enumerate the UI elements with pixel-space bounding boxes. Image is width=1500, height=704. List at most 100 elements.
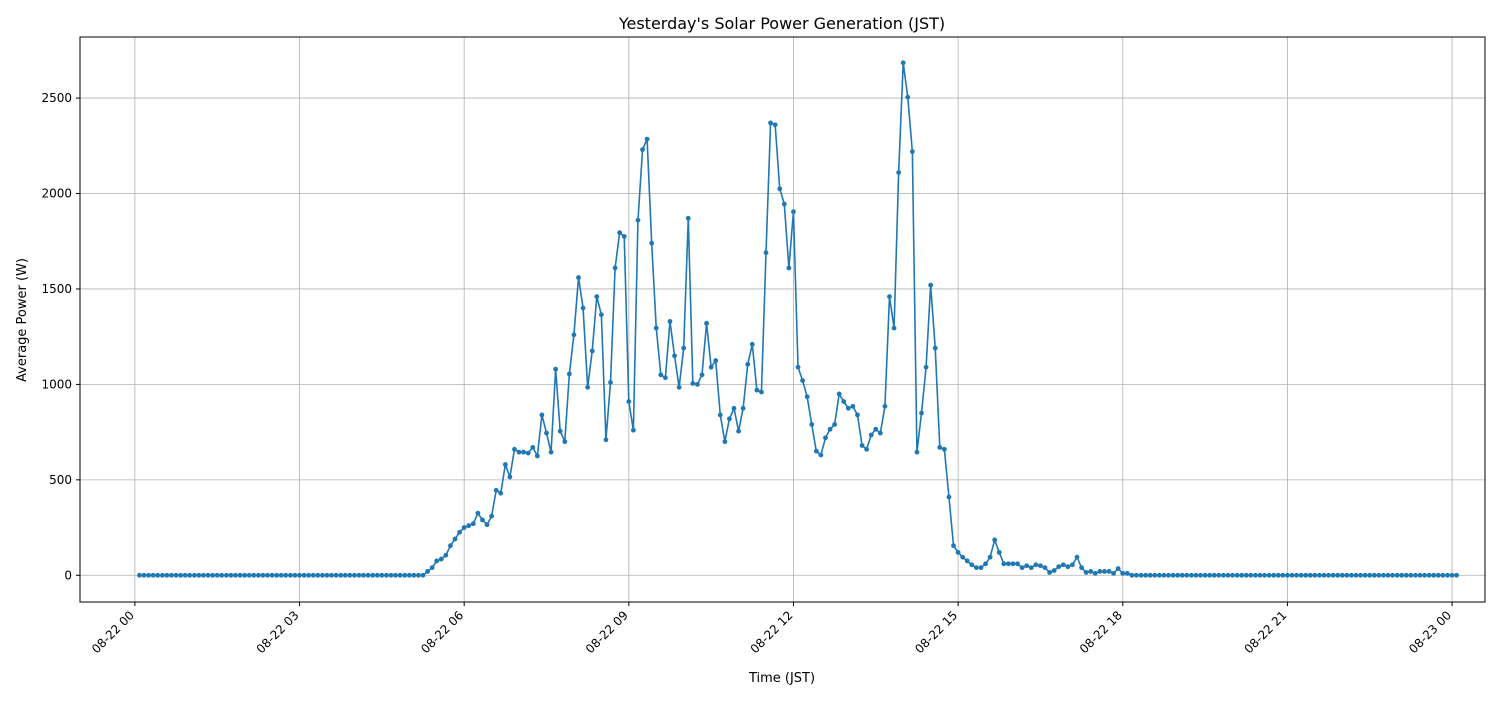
data-point xyxy=(1344,572,1350,578)
data-point xyxy=(873,426,879,432)
data-point xyxy=(882,403,888,409)
data-point xyxy=(219,572,225,578)
data-point xyxy=(864,446,870,452)
data-point xyxy=(283,572,289,578)
data-point xyxy=(727,416,732,422)
data-point xyxy=(685,215,691,221)
data-point xyxy=(1266,572,1272,578)
data-point xyxy=(704,320,709,326)
data-point xyxy=(626,399,632,404)
data-point xyxy=(1454,572,1459,578)
data-point xyxy=(1321,572,1327,578)
data-point xyxy=(425,569,430,574)
data-point xyxy=(379,572,385,578)
data-point xyxy=(356,572,362,578)
data-point xyxy=(1202,572,1208,578)
data-point xyxy=(1106,569,1112,574)
data-point xyxy=(996,549,1002,555)
data-point xyxy=(1051,568,1057,573)
plot-frame xyxy=(79,36,1486,603)
data-point xyxy=(932,345,938,351)
data-point xyxy=(1120,570,1126,576)
data-point xyxy=(1129,572,1135,578)
data-point xyxy=(370,572,376,578)
data-point xyxy=(557,428,563,434)
data-point xyxy=(1088,569,1094,574)
data-point xyxy=(406,572,412,578)
data-point xyxy=(498,490,504,496)
data-point xyxy=(896,170,902,175)
data-point xyxy=(1339,572,1345,578)
data-point xyxy=(1303,572,1309,578)
data-point xyxy=(493,487,499,493)
x-tick-label: 08-22 03 xyxy=(254,608,302,656)
data-point xyxy=(690,381,696,386)
data-point xyxy=(333,572,339,578)
data-point xyxy=(397,572,403,578)
data-point xyxy=(1193,572,1199,578)
data-point xyxy=(548,449,554,455)
data-point xyxy=(255,572,261,578)
data-point xyxy=(269,572,275,578)
data-point xyxy=(210,572,216,578)
data-point xyxy=(1358,572,1363,578)
data-point xyxy=(859,443,865,448)
data-point xyxy=(644,136,650,142)
data-point xyxy=(877,430,883,436)
data-point xyxy=(246,572,252,578)
data-point xyxy=(475,510,481,516)
data-point xyxy=(1038,563,1043,569)
data-point xyxy=(480,517,485,523)
data-point xyxy=(850,403,856,409)
data-point xyxy=(338,572,344,578)
data-point xyxy=(823,435,828,441)
data-point xyxy=(1083,570,1089,575)
data-point xyxy=(1403,572,1409,578)
data-point xyxy=(868,432,874,438)
data-point xyxy=(251,572,257,578)
data-point xyxy=(800,378,805,383)
data-point xyxy=(1166,572,1171,578)
data-point xyxy=(804,394,810,400)
data-point xyxy=(1006,561,1011,567)
data-point xyxy=(900,60,906,66)
data-point xyxy=(978,565,984,571)
data-point xyxy=(1188,572,1194,578)
data-point xyxy=(521,449,527,455)
data-point xyxy=(1422,572,1427,578)
data-point xyxy=(955,549,961,555)
data-point xyxy=(1184,572,1190,578)
data-point xyxy=(438,556,444,562)
data-point xyxy=(731,405,737,411)
data-point xyxy=(1367,572,1373,578)
data-point xyxy=(306,572,312,578)
data-point xyxy=(562,439,568,445)
data-point xyxy=(722,439,728,445)
data-point xyxy=(544,430,549,436)
data-point xyxy=(1074,554,1080,560)
data-point xyxy=(749,341,755,347)
data-point xyxy=(1152,572,1158,578)
data-point xyxy=(1440,572,1446,578)
data-point xyxy=(1399,572,1405,578)
data-point xyxy=(1138,572,1144,578)
data-point xyxy=(182,572,188,578)
data-point xyxy=(361,572,366,578)
data-point xyxy=(1435,572,1441,578)
data-point xyxy=(384,572,389,578)
data-point xyxy=(470,521,476,527)
data-point xyxy=(223,572,229,578)
data-point xyxy=(1134,572,1139,578)
data-point xyxy=(1335,572,1341,578)
data-point xyxy=(928,282,934,288)
x-tick-label: 08-22 09 xyxy=(583,608,631,656)
data-point xyxy=(1284,572,1290,578)
data-point xyxy=(566,371,572,377)
data-point xyxy=(608,380,613,385)
data-point xyxy=(1371,572,1377,578)
data-point xyxy=(617,230,623,236)
data-point xyxy=(905,94,911,100)
data-point xyxy=(740,405,746,411)
data-point xyxy=(658,372,664,378)
data-point xyxy=(1252,572,1258,578)
